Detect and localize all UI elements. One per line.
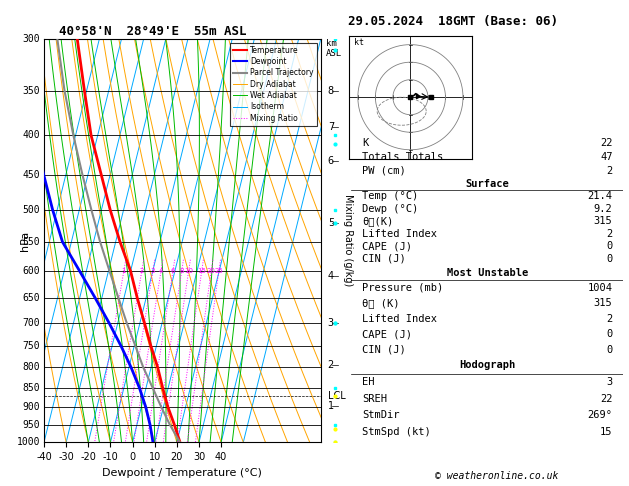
Text: 700: 700 [22,318,40,328]
Text: StmDir: StmDir [362,410,399,420]
Text: 2: 2 [140,268,144,274]
Text: 2: 2 [606,166,613,175]
Text: 400: 400 [22,130,40,140]
Text: Lifted Index: Lifted Index [362,228,437,239]
Text: 1004: 1004 [587,283,613,293]
Text: 315: 315 [594,216,613,226]
Text: 7: 7 [328,122,334,132]
Text: Dewp (°C): Dewp (°C) [362,204,418,214]
Text: CAPE (J): CAPE (J) [362,241,412,251]
Text: Totals Totals: Totals Totals [362,152,443,162]
Text: 2: 2 [606,314,613,324]
Text: 750: 750 [22,341,40,351]
Text: CIN (J): CIN (J) [362,345,406,354]
Text: © weatheronline.co.uk: © weatheronline.co.uk [435,471,559,481]
Text: 450: 450 [22,170,40,180]
Text: 25: 25 [214,268,223,274]
Text: 650: 650 [22,293,40,303]
Text: θᴄ(K): θᴄ(K) [362,216,393,226]
Text: 8: 8 [328,87,334,97]
Text: 500: 500 [22,205,40,215]
Text: 269°: 269° [587,410,613,420]
Text: 15: 15 [198,268,206,274]
Text: 850: 850 [22,383,40,393]
Text: 1000: 1000 [16,437,40,447]
Text: 40°58'N  28°49'E  55m ASL: 40°58'N 28°49'E 55m ASL [44,25,247,38]
Text: 550: 550 [22,237,40,247]
Text: km
ASL: km ASL [326,39,342,58]
Text: 8: 8 [179,268,184,274]
Text: Surface: Surface [465,179,509,189]
Text: Pressure (mb): Pressure (mb) [362,283,443,293]
Text: θᴄ (K): θᴄ (K) [362,298,399,308]
Text: 2: 2 [606,228,613,239]
Text: 22: 22 [600,394,613,403]
Text: 3: 3 [150,268,155,274]
Text: 6: 6 [328,156,334,166]
Text: 0: 0 [606,241,613,251]
Text: Most Unstable: Most Unstable [447,268,528,278]
Text: 2: 2 [328,361,334,370]
Text: 900: 900 [22,402,40,412]
Text: 350: 350 [22,86,40,96]
Text: 4: 4 [328,271,334,280]
Text: 47: 47 [600,152,613,162]
Text: StmSpd (kt): StmSpd (kt) [362,427,431,436]
Text: Hodograph: Hodograph [459,361,515,370]
Text: Lifted Index: Lifted Index [362,314,437,324]
Text: Temp (°C): Temp (°C) [362,191,418,201]
Text: LCL: LCL [328,391,345,400]
Text: hPa: hPa [19,230,30,251]
Text: EH: EH [362,377,374,387]
Text: 950: 950 [22,420,40,430]
Text: 4: 4 [159,268,163,274]
Text: 22: 22 [600,138,613,148]
Text: 15: 15 [600,427,613,436]
Text: 300: 300 [22,34,40,44]
Text: Mixing Ratio (g/kg): Mixing Ratio (g/kg) [343,194,353,287]
Text: 6: 6 [170,268,175,274]
Text: 800: 800 [22,363,40,372]
Text: PW (cm): PW (cm) [362,166,406,175]
Text: CAPE (J): CAPE (J) [362,329,412,339]
Text: 21.4: 21.4 [587,191,613,201]
Legend: Temperature, Dewpoint, Parcel Trajectory, Dry Adiabat, Wet Adiabat, Isotherm, Mi: Temperature, Dewpoint, Parcel Trajectory… [230,43,317,125]
Text: 10: 10 [184,268,193,274]
Text: 3: 3 [606,377,613,387]
Text: K: K [362,138,368,148]
Text: 29.05.2024  18GMT (Base: 06): 29.05.2024 18GMT (Base: 06) [348,15,558,28]
Text: 5: 5 [328,218,334,227]
Text: SREH: SREH [362,394,387,403]
Text: 0: 0 [606,345,613,354]
Text: CIN (J): CIN (J) [362,254,406,263]
Text: 0: 0 [606,254,613,263]
Text: 600: 600 [22,266,40,276]
Text: 9.2: 9.2 [594,204,613,214]
Text: 315: 315 [594,298,613,308]
Text: 1: 1 [328,401,334,411]
X-axis label: Dewpoint / Temperature (°C): Dewpoint / Temperature (°C) [103,468,262,478]
Text: 20: 20 [207,268,216,274]
Text: 0: 0 [606,329,613,339]
Text: 1: 1 [121,268,126,274]
Text: kt: kt [354,37,364,47]
Text: 3: 3 [328,318,334,328]
